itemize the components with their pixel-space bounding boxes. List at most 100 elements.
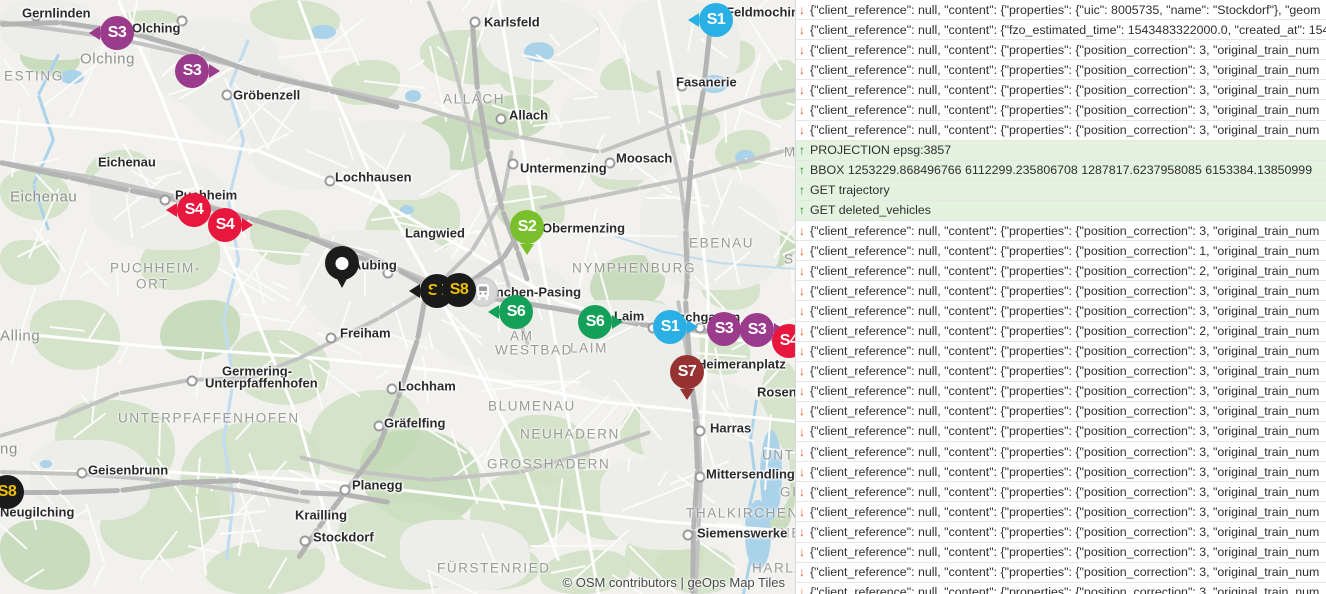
- major-road: [119, 377, 190, 395]
- vehicle-marker-s4[interactable]: S4: [166, 193, 211, 227]
- map-area-label: ESTING: [4, 68, 64, 84]
- vehicle-marker-s4[interactable]: S4: [208, 208, 253, 242]
- vehicle-marker-s6[interactable]: S6: [488, 295, 533, 329]
- rail-stop-marker[interactable]: [495, 113, 507, 125]
- rail-stop-marker[interactable]: [694, 471, 706, 483]
- log-row[interactable]: ↓ {"client_reference": null, "content": {…: [796, 562, 1326, 583]
- log-row[interactable]: ↓ {"client_reference": null, "content": {…: [796, 0, 1326, 21]
- vehicle-marker-s3[interactable]: S3: [175, 54, 220, 88]
- map-place-label: Freiham: [340, 325, 391, 341]
- map-area-label: ORT: [136, 276, 170, 292]
- selected-location-pin[interactable]: [325, 246, 359, 288]
- log-row[interactable]: ↓ {"client_reference": null, "content": {…: [796, 120, 1326, 141]
- vehicle-marker-s3[interactable]: S3: [740, 313, 785, 347]
- log-row[interactable]: ↑ PROJECTION epsg:3857: [796, 140, 1326, 161]
- arrow-down-icon: ↓: [799, 545, 805, 560]
- log-row[interactable]: ↓ {"client_reference": null, "content": {…: [796, 261, 1326, 282]
- log-row-text: {"client_reference": null, "content": {"…: [810, 62, 1320, 77]
- log-row[interactable]: ↑ GET deleted_vehicles: [796, 200, 1326, 222]
- vehicle-marker-s3[interactable]: S3: [707, 312, 752, 346]
- vehicle-marker-s2[interactable]: S2: [510, 210, 544, 255]
- arrow-down-icon: ↓: [799, 364, 805, 379]
- rail-stop-marker[interactable]: [30, 10, 42, 22]
- log-row[interactable]: ↓ {"client_reference": null, "content": {…: [796, 60, 1326, 81]
- map-area-label: FÜRSTENRIED: [437, 560, 551, 576]
- vehicle-marker-s1[interactable]: S1: [653, 310, 698, 344]
- log-row[interactable]: ↓ {"client_reference": null, "content": {…: [796, 301, 1326, 322]
- rail-stop-marker[interactable]: [382, 267, 394, 279]
- rail-stop-marker[interactable]: [76, 467, 88, 479]
- log-row-text: {"client_reference": null, "content": {"…: [810, 545, 1320, 560]
- log-row[interactable]: ↓ {"client_reference": null, "content": {…: [796, 442, 1326, 463]
- log-row[interactable]: ↓ {"client_reference": null, "content": {…: [796, 100, 1326, 121]
- vehicle-line-label: S8: [0, 483, 17, 500]
- map-area-label: SC: [784, 251, 795, 267]
- log-row[interactable]: ↓ {"client_reference": null, "content": {…: [796, 482, 1326, 503]
- log-row[interactable]: ↓ {"client_reference": null, "content": {…: [796, 582, 1326, 594]
- rail-line: [0, 490, 60, 495]
- log-row[interactable]: ↓ {"client_reference": null, "content": {…: [796, 381, 1326, 402]
- vehicle-marker-s8[interactable]: S8: [431, 273, 476, 307]
- log-row[interactable]: ↓ {"client_reference": null, "content": {…: [796, 80, 1326, 101]
- rail-stop-marker[interactable]: [176, 15, 188, 27]
- map-place-label: Mittersendling: [706, 466, 795, 482]
- vehicle-line-label: S4: [779, 332, 795, 349]
- arrow-down-icon: ↓: [799, 444, 805, 459]
- vehicle-direction-arrow: [242, 218, 253, 232]
- pin-dot: [335, 257, 349, 270]
- arrow-up-icon: ↑: [799, 143, 805, 158]
- rail-stop-marker[interactable]: [682, 529, 694, 541]
- vehicle-direction-arrow: [488, 305, 499, 319]
- rail-stop-marker[interactable]: [339, 484, 351, 496]
- vehicle-marker-s4[interactable]: S4: [772, 324, 795, 358]
- rail-stop-marker[interactable]: [604, 157, 616, 169]
- map-area-label: MILBE: [784, 144, 795, 160]
- vehicle-marker-s7[interactable]: S7: [670, 355, 704, 400]
- arrow-down-icon: ↓: [799, 223, 805, 238]
- arrow-down-icon: ↓: [799, 22, 805, 37]
- log-row[interactable]: ↓ {"client_reference": null, "content": {…: [796, 462, 1326, 483]
- log-row[interactable]: ↓ {"client_reference": null, "content": {…: [796, 502, 1326, 523]
- vehicle-marker-s6[interactable]: S6: [578, 305, 623, 339]
- log-row[interactable]: ↓ {"client_reference": null, "content": {…: [796, 20, 1326, 41]
- log-row[interactable]: ↓ {"client_reference": null, "content": {…: [796, 281, 1326, 302]
- rail-stop-marker[interactable]: [324, 175, 336, 187]
- log-row[interactable]: ↓ {"client_reference": null, "content": {…: [796, 321, 1326, 342]
- rail-stop-marker[interactable]: [299, 535, 311, 547]
- log-row-text: {"client_reference": null, "content": {"…: [810, 82, 1320, 97]
- websocket-log-panel[interactable]: ↓ {"client_reference": null, "content": {…: [795, 0, 1326, 594]
- map-place-label: Germering-: [222, 363, 293, 379]
- vehicle-marker-s1[interactable]: S1: [688, 3, 733, 37]
- rail-stop-marker[interactable]: [676, 80, 688, 92]
- log-row[interactable]: ↓ {"client_reference": null, "content": {…: [796, 542, 1326, 563]
- rail-stop-marker[interactable]: [325, 332, 337, 344]
- rail-stop-marker[interactable]: [507, 158, 519, 170]
- log-row-text: GET trajectory: [810, 183, 890, 198]
- rail-stop-marker[interactable]: [373, 420, 385, 432]
- log-row[interactable]: ↓ {"client_reference": null, "content": {…: [796, 421, 1326, 443]
- rail-stop-marker[interactable]: [386, 383, 398, 395]
- log-row[interactable]: ↓ {"client_reference": null, "content": {…: [796, 401, 1326, 422]
- log-row[interactable]: ↓ {"client_reference": null, "content": {…: [796, 341, 1326, 362]
- rail-stop-marker[interactable]: [469, 16, 481, 28]
- minor-road: [84, 260, 109, 287]
- map-viewport[interactable]: ESTING ALLACH MILBE EBENAU SC NYMPHENBURG PUCH…: [0, 0, 795, 594]
- vehicle-line-label: S6: [585, 313, 605, 330]
- map-place-label: Rosenh: [757, 384, 795, 400]
- vehicle-line-label: S8: [449, 281, 469, 298]
- map-area-label: Eichenau: [10, 188, 78, 206]
- rail-stop-marker[interactable]: [159, 194, 171, 206]
- log-row[interactable]: ↓ {"client_reference": null, "content": {…: [796, 522, 1326, 543]
- rail-stop-marker[interactable]: [221, 89, 233, 101]
- log-row[interactable]: ↓ {"client_reference": null, "content": {…: [796, 241, 1326, 262]
- rail-stop-marker[interactable]: [694, 425, 706, 437]
- log-row[interactable]: ↓ {"client_reference": null, "content": {…: [796, 221, 1326, 242]
- water-body: [60, 70, 84, 84]
- map-area-label: ALLACH: [443, 91, 506, 107]
- vehicle-marker-s3[interactable]: S3: [89, 16, 134, 50]
- log-row[interactable]: ↑ BBOX 1253229.868496766 6112299.23580670…: [796, 160, 1326, 181]
- log-row[interactable]: ↓ {"client_reference": null, "content": {…: [796, 361, 1326, 382]
- log-row[interactable]: ↓ {"client_reference": null, "content": {…: [796, 40, 1326, 61]
- rail-stop-marker[interactable]: [186, 375, 198, 387]
- log-row[interactable]: ↑ GET trajectory: [796, 180, 1326, 201]
